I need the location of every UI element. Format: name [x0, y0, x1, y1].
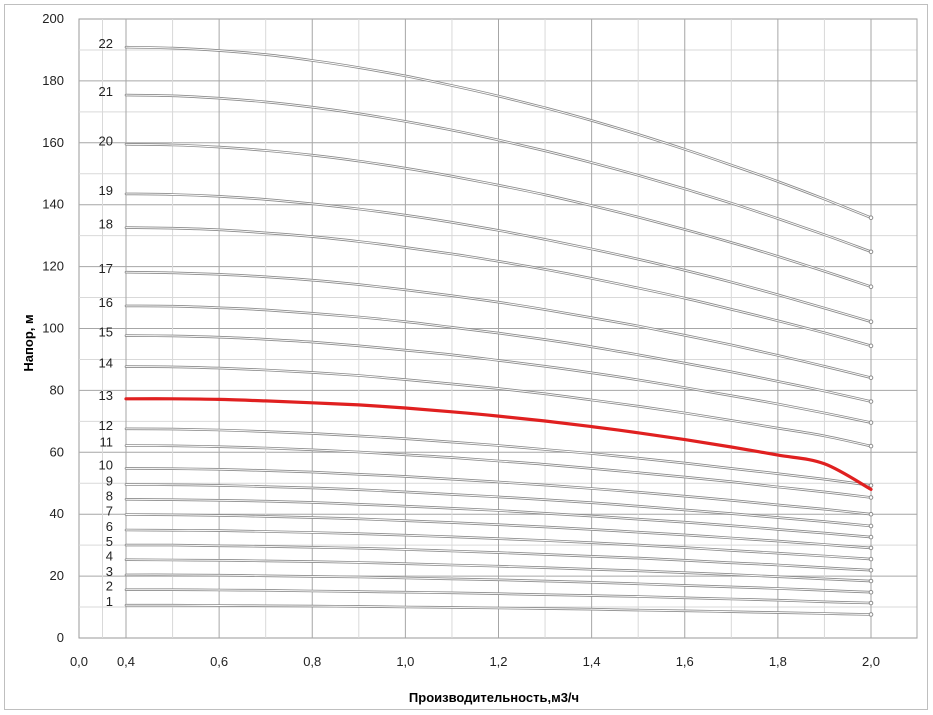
x-tick-label: 0,8 [303, 654, 321, 669]
series-end-marker-4 [868, 578, 874, 584]
series-line-inner-12 [125, 428, 872, 486]
series-line-inner-18 [125, 227, 872, 347]
series-label-12: 12 [99, 418, 113, 433]
series-end-marker-7 [868, 545, 874, 551]
series-end-marker-22 [868, 215, 874, 220]
series-end-marker-9 [868, 523, 874, 529]
x-tick-label: 2,0 [862, 654, 880, 669]
series-label-8: 8 [106, 488, 113, 503]
y-tick-label: 180 [42, 73, 64, 88]
series-label-21: 21 [99, 84, 113, 99]
series-line-inner-11 [125, 445, 872, 498]
y-tick-label: 120 [42, 259, 64, 274]
series-line-inner-20 [125, 143, 872, 288]
series-end-marker-1 [868, 612, 874, 617]
x-tick-label: 1,2 [489, 654, 507, 669]
y-tick-label: 0 [57, 630, 64, 645]
series-line-inner-10 [125, 467, 872, 515]
y-tick-label: 20 [50, 568, 64, 583]
series-end-marker-18 [868, 343, 874, 349]
x-tick-label: 1,8 [769, 654, 787, 669]
series-line-inner-19 [125, 193, 872, 323]
x-tick-label: 0,0 [70, 654, 88, 669]
series-label-4: 4 [106, 549, 113, 564]
series-end-marker-15 [868, 420, 874, 425]
y-tick-label: 200 [42, 11, 64, 26]
series-end-marker-10 [868, 511, 874, 517]
series-line-inner-4 [125, 559, 872, 582]
series-end-marker-6 [868, 556, 874, 562]
series-label-10: 10 [99, 457, 113, 472]
series-end-marker-8 [868, 534, 874, 540]
y-tick-label: 160 [42, 135, 64, 150]
series-line-inner-7 [125, 514, 872, 549]
series-label-6: 6 [106, 519, 113, 534]
series-label-15: 15 [99, 325, 113, 340]
series-label-22: 22 [99, 36, 113, 51]
y-tick-label: 140 [42, 197, 64, 212]
y-tick-label: 100 [42, 321, 64, 336]
series-label-13: 13 [99, 388, 113, 403]
series-curves [124, 45, 874, 617]
series-line-inner-6 [125, 529, 872, 560]
series-line-13 [124, 397, 873, 491]
series-line-inner-5 [125, 544, 872, 571]
series-label-20: 20 [99, 133, 113, 148]
x-tick-label: 1,0 [396, 654, 414, 669]
series-line-inner-14 [125, 366, 872, 447]
series-end-marker-19 [868, 319, 874, 324]
x-axis-title: Производительность,м3/ч [409, 690, 579, 705]
series-label-16: 16 [99, 295, 113, 310]
series-label-18: 18 [99, 217, 113, 232]
series-label-14: 14 [99, 356, 113, 371]
series-label-19: 19 [99, 183, 113, 198]
series-end-marker-20 [868, 284, 874, 290]
series-label-5: 5 [106, 534, 113, 549]
series-line-inner-17 [125, 271, 872, 379]
y-tick-label: 60 [50, 444, 64, 459]
series-line-inner-8 [125, 498, 872, 538]
series-end-marker-2 [868, 600, 874, 606]
series-label-1: 1 [106, 594, 113, 609]
x-tick-label: 0,6 [210, 654, 228, 669]
y-tick-label: 40 [50, 506, 64, 521]
series-line-inner-21 [125, 94, 872, 253]
series-label-2: 2 [106, 579, 113, 594]
series-label-17: 17 [99, 261, 113, 276]
series-end-marker-3 [868, 589, 874, 595]
series-end-marker-21 [868, 249, 874, 255]
series-end-marker-5 [868, 567, 874, 573]
x-tick-label: 1,6 [676, 654, 694, 669]
x-tick-label: 1,4 [583, 654, 601, 669]
x-tick-label: 0,4 [117, 654, 135, 669]
series-line-inner-3 [125, 574, 872, 593]
grid [78, 18, 918, 639]
y-axis-title: Напор, м [21, 314, 36, 371]
series-line-inner-9 [125, 484, 872, 527]
series-label-7: 7 [106, 504, 113, 519]
series-line-inner-22 [125, 46, 872, 219]
series-end-marker-11 [868, 495, 874, 500]
y-tick-label: 80 [50, 382, 64, 397]
series-line-inner-16 [125, 305, 872, 402]
series-end-marker-16 [868, 399, 874, 404]
series-line-inner-15 [125, 335, 872, 424]
series-line-inner-1 [125, 604, 872, 615]
series-label-3: 3 [106, 564, 113, 579]
series-line-inner-2 [125, 589, 872, 604]
series-end-marker-12 [868, 483, 874, 488]
series-end-marker-17 [868, 375, 874, 381]
series-end-marker-14 [868, 443, 874, 449]
series-label-11: 11 [100, 434, 114, 449]
series-label-9: 9 [106, 473, 113, 488]
